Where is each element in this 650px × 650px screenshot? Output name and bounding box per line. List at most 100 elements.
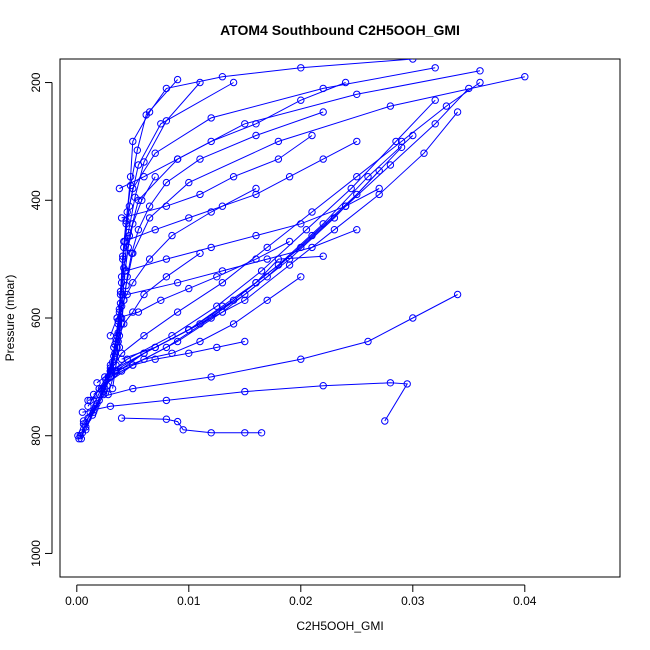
- data-point: [229, 173, 238, 181]
- data-point: [465, 84, 473, 93]
- y-axis: 200 400 600 800 1000: [29, 72, 53, 567]
- data-point: [151, 355, 159, 363]
- data-point: [89, 390, 98, 399]
- data-point: [115, 343, 124, 352]
- data-point: [185, 284, 193, 293]
- data-point: [252, 255, 260, 263]
- data-point: [229, 78, 238, 87]
- data-point: [386, 379, 395, 387]
- x-axis-label: C2H5OOH_GMI: [296, 619, 383, 633]
- data-point: [341, 78, 350, 87]
- data-point: [157, 296, 165, 304]
- data-point: [302, 226, 311, 234]
- data-point: [392, 137, 400, 146]
- data-point: [381, 417, 389, 425]
- data-point: [241, 387, 249, 396]
- data-point: [79, 420, 88, 428]
- data-point: [213, 273, 221, 281]
- data-point: [157, 120, 165, 128]
- data-point: [162, 415, 171, 423]
- data-point: [263, 296, 271, 304]
- data-point: [420, 149, 428, 157]
- data-point: [252, 190, 260, 199]
- data-point: [347, 184, 355, 193]
- data-point: [409, 131, 417, 140]
- data-point: [93, 379, 101, 387]
- data-point: [162, 117, 171, 125]
- data-point: [364, 337, 372, 346]
- data-point: [162, 255, 171, 263]
- data-point: [207, 137, 215, 146]
- y-tick-label: 200: [29, 72, 43, 92]
- profile-series: [110, 249, 204, 352]
- data-point: [319, 108, 327, 116]
- data-point: [431, 120, 439, 128]
- data-point: [120, 296, 128, 304]
- data-point: [134, 226, 143, 234]
- data-point: [213, 343, 221, 352]
- x-tick-label: 0.04: [513, 594, 537, 608]
- data-point: [442, 102, 451, 110]
- profile-series: [78, 379, 411, 425]
- data-point: [196, 78, 204, 87]
- data-point: [129, 279, 137, 287]
- data-point: [106, 402, 115, 410]
- profile-series: [113, 237, 294, 322]
- data-point: [257, 429, 266, 437]
- data-point: [111, 367, 119, 375]
- data-point: [353, 190, 361, 199]
- data-point: [308, 131, 316, 140]
- data-point: [274, 137, 283, 146]
- data-point: [173, 155, 182, 163]
- data-point: [353, 90, 361, 99]
- profile-line: [87, 294, 458, 401]
- y-axis-label: Pressure (mbar): [3, 275, 17, 362]
- data-point: [252, 279, 260, 287]
- x-tick-label: 0.01: [177, 594, 201, 608]
- profile-line: [107, 111, 324, 395]
- x-axis: 0.00 0.01 0.02 0.03 0.04: [65, 584, 537, 608]
- data-point: [308, 208, 316, 216]
- data-point: [241, 429, 249, 437]
- data-point: [353, 137, 361, 146]
- data-point: [330, 226, 339, 234]
- profile-line: [77, 82, 201, 436]
- data-point: [207, 208, 215, 216]
- data-point: [162, 396, 171, 405]
- data-point: [409, 59, 417, 63]
- data-point: [129, 220, 137, 228]
- data-point: [297, 273, 305, 281]
- data-point: [319, 382, 327, 390]
- data-point: [252, 120, 260, 128]
- profile-series: [84, 290, 462, 405]
- profile-series: [123, 226, 361, 299]
- data-point: [185, 349, 193, 357]
- data-point: [297, 220, 305, 228]
- profile-series: [117, 252, 327, 363]
- profile-series: [112, 273, 305, 375]
- data-point: [263, 255, 271, 263]
- data-point: [126, 181, 135, 190]
- data-point: [521, 73, 529, 81]
- data-point: [252, 131, 260, 140]
- data-point: [101, 373, 109, 381]
- data-point: [173, 279, 182, 287]
- data-point: [453, 108, 462, 116]
- profile-line: [121, 255, 324, 360]
- data-point: [78, 408, 87, 416]
- profile-line: [110, 341, 245, 378]
- y-tick-label: 400: [29, 190, 43, 210]
- profile-series: [122, 184, 383, 275]
- data-point: [431, 96, 439, 104]
- y-tick-label: 800: [29, 425, 43, 445]
- profile-line: [125, 188, 380, 272]
- data-point: [84, 396, 92, 405]
- plot-series-group: [74, 59, 529, 443]
- profile-series: [120, 137, 361, 246]
- profile-series: [78, 73, 529, 437]
- y-tick-label: 600: [29, 308, 43, 328]
- data-point: [133, 146, 142, 154]
- data-point: [126, 173, 135, 181]
- data-point: [120, 320, 128, 328]
- data-point: [218, 302, 227, 310]
